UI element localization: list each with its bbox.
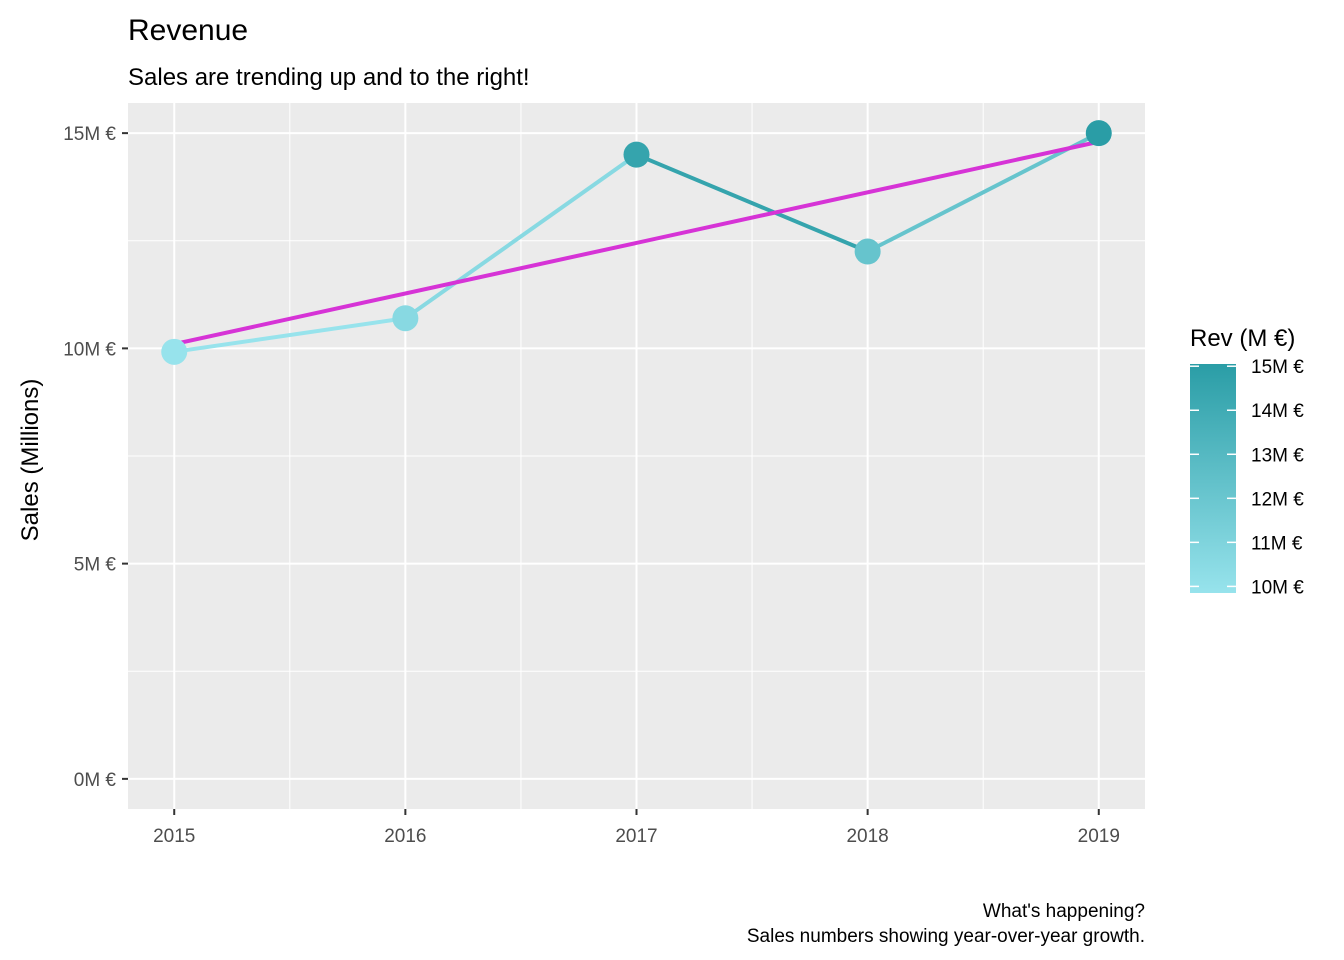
x-tick-label: 2018 [846,826,888,847]
y-tick-label: 5M € [74,555,117,576]
data-point [161,338,188,365]
legend-colorbar [1190,364,1236,593]
chart-subtitle: Sales are trending up and to the right! [128,64,530,91]
series-segment [173,316,406,354]
legend-title: Rev (M €) [1190,325,1295,352]
x-tick-label: 2016 [384,826,426,847]
axis-ticks: 0M € 5M € 10M € 15M € 2015 2016 2017 2018 2019 [63,124,1120,847]
x-tick-label: 2019 [1078,826,1120,847]
y-axis-label: Sales (Millions) [17,379,44,542]
trend-line-group [173,139,1100,347]
revenue-points [161,120,1112,365]
series-segment [635,152,869,254]
legend-ticks: 10M € 11M € 12M € 13M € 14M € 15M € [1190,357,1304,598]
chart-title: Revenue [128,14,248,47]
legend-tick-label: 13M € [1251,445,1304,466]
series-segment [404,153,638,320]
data-point [854,238,881,265]
revenue-series [173,131,1100,354]
series-segment [866,131,1100,254]
data-point [1085,120,1112,147]
data-point [623,141,650,168]
y-tick-label: 15M € [63,124,116,145]
legend-tick-label: 12M € [1251,489,1304,510]
grid-lines [128,103,1145,809]
y-tick-label: 0M € [74,770,117,791]
trend-line [173,139,1100,347]
legend-tick-label: 10M € [1251,577,1304,598]
legend-tick-label: 14M € [1251,401,1304,422]
x-tick-label: 2017 [615,826,657,847]
data-point [392,305,419,332]
caption-line-1: What's happening? [983,901,1145,922]
y-tick-label: 10M € [63,339,116,360]
legend-tick-label: 15M € [1251,357,1304,378]
legend-tick-label: 11M € [1251,533,1303,554]
caption-line-2: Sales numbers showing year-over-year gro… [747,926,1145,947]
x-tick-label: 2015 [153,826,195,847]
